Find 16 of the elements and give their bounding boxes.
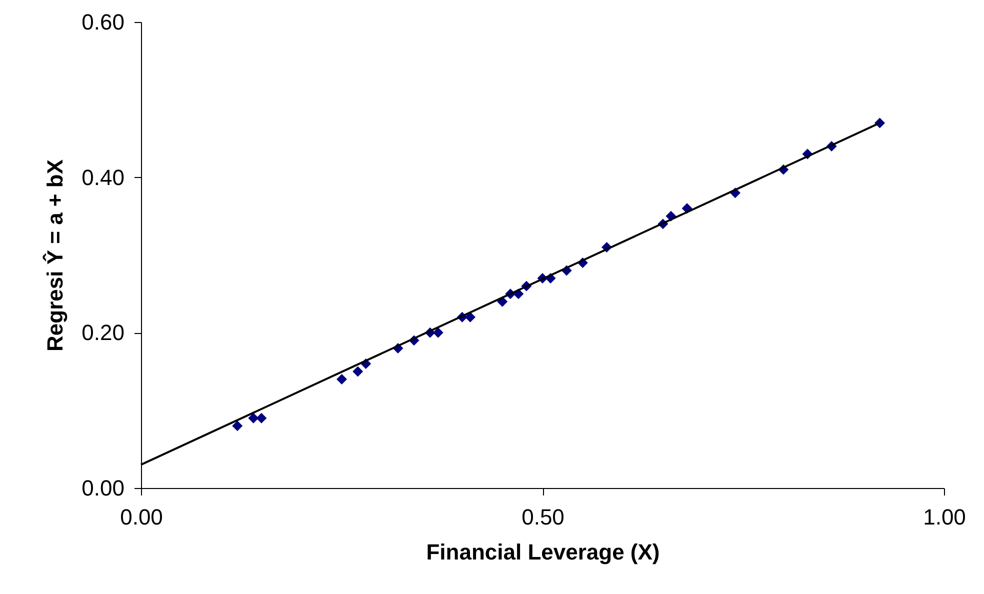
point xyxy=(248,412,259,424)
x-tick-label: 0.50 xyxy=(522,504,564,530)
y-tick-label: 0.60 xyxy=(82,10,124,34)
point xyxy=(232,420,243,432)
y-axis-title: Regresi Ŷ = a + bX xyxy=(42,159,68,352)
y-tick-label: 0.00 xyxy=(82,476,124,500)
y-tick-label: 0.20 xyxy=(82,320,124,346)
point xyxy=(432,327,444,338)
point xyxy=(256,412,267,424)
x-tick-label: 0.00 xyxy=(120,504,163,530)
point xyxy=(464,312,476,322)
point xyxy=(352,366,364,377)
x-tick-label: 1.00 xyxy=(923,504,966,530)
point xyxy=(336,374,347,385)
y-tick-label: 0.40 xyxy=(82,164,124,190)
x-axis-title: Financial Leverage (X) xyxy=(426,540,660,564)
